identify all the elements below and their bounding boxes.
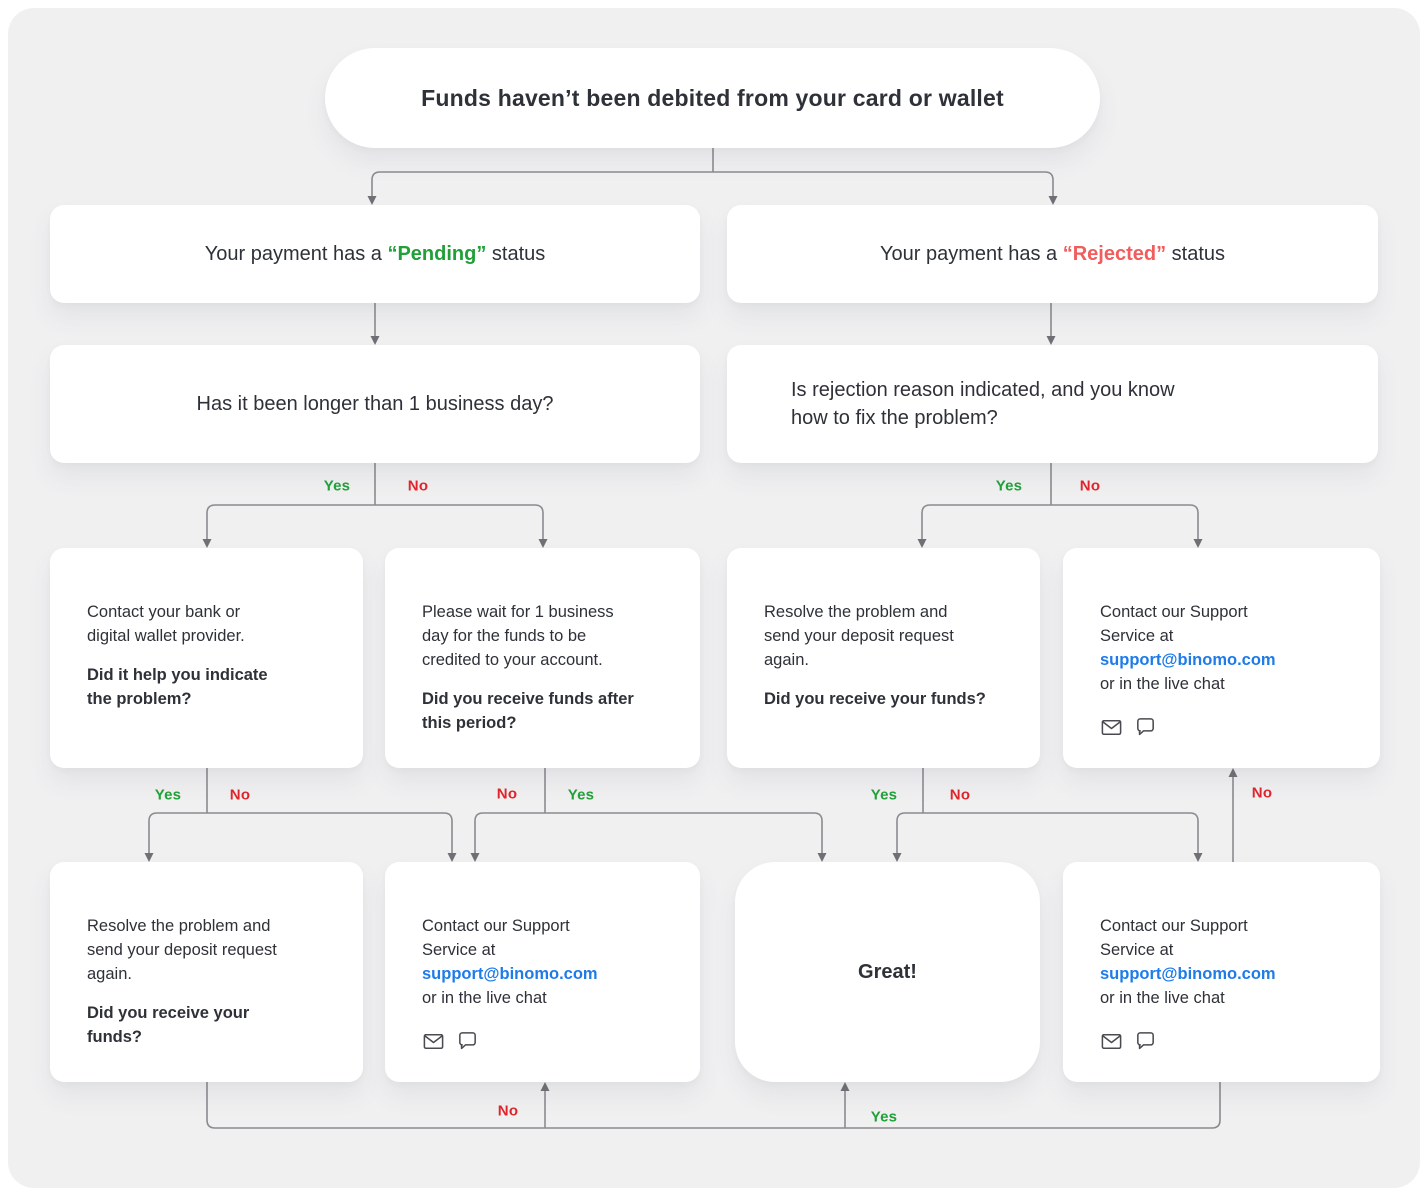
pending-prefix: Your payment has a xyxy=(204,242,388,265)
resolve-bottom-question: Did you receive your funds? xyxy=(87,1004,250,1046)
chat-bubble-icon xyxy=(459,1032,476,1050)
support-email-link[interactable]: support@binomo.com xyxy=(1100,965,1276,983)
edge-label-no: No xyxy=(229,786,251,804)
great-text: Great! xyxy=(858,960,917,983)
node-support-top: Contact our Support Service at support@b… xyxy=(1063,548,1380,768)
resolve-body: Resolve the problem and send your deposi… xyxy=(764,603,954,669)
support-line1: Contact our Support xyxy=(422,917,570,935)
title-text: Funds haven’t been debited from your car… xyxy=(421,84,1004,111)
node-resolve-problem: Resolve the problem and send your deposi… xyxy=(727,548,1040,768)
question-rejected-line2: how to fix the problem? xyxy=(791,407,998,429)
edge-label-no: No xyxy=(407,477,429,495)
node-resolve-problem-bottom: Resolve the problem and send your deposi… xyxy=(50,862,363,1082)
contact-bank-question: Did it help you indicate the problem? xyxy=(87,666,268,708)
envelope-icon xyxy=(1101,720,1122,735)
node-contact-bank: Contact your bank or digital wallet prov… xyxy=(50,548,363,768)
question-rejected-line1: Is rejection reason indicated, and you k… xyxy=(791,379,1175,401)
envelope-icon xyxy=(423,1034,444,1049)
pending-suffix: status xyxy=(486,242,546,265)
wait-body: Please wait for 1 business day for the f… xyxy=(422,603,614,669)
support-line3: or in the live chat xyxy=(422,989,547,1007)
rejected-highlight: “Rejected” xyxy=(1062,242,1167,265)
edge-label-no: No xyxy=(949,786,971,804)
pending-highlight: “Pending” xyxy=(387,242,487,265)
edge-label-no: No xyxy=(1079,477,1101,495)
chat-bubble-icon xyxy=(1137,718,1154,736)
support-email-link[interactable]: support@binomo.com xyxy=(1100,651,1276,669)
support-line3: or in the live chat xyxy=(1100,675,1225,693)
support-line1: Contact our Support xyxy=(1100,603,1248,621)
rejected-suffix: status xyxy=(1166,242,1225,265)
support-email-link[interactable]: support@binomo.com xyxy=(422,965,598,983)
question-pending-text: Has it been longer than 1 business day? xyxy=(196,392,554,415)
node-support-bottom-right: Contact our Support Service at support@b… xyxy=(1063,862,1380,1082)
node-title: Funds haven’t been debited from your car… xyxy=(325,48,1100,148)
edge-label-yes: Yes xyxy=(870,786,898,804)
node-wait-one-day: Please wait for 1 business day for the f… xyxy=(385,548,700,768)
contact-bank-body: Contact your bank or digital wallet prov… xyxy=(87,603,245,645)
edge-label-no: No xyxy=(1251,784,1273,802)
support-line2: Service at xyxy=(1100,627,1174,645)
support-line2: Service at xyxy=(1100,941,1174,959)
envelope-icon xyxy=(1101,1034,1122,1049)
resolve-bottom-body: Resolve the problem and send your deposi… xyxy=(87,917,277,983)
edge-label-yes: Yes xyxy=(154,786,182,804)
edge-label-no: No xyxy=(496,785,518,803)
support-line1: Contact our Support xyxy=(1100,917,1248,935)
wait-question: Did you receive funds after this period? xyxy=(422,690,634,732)
edge-label-no: No xyxy=(497,1102,519,1120)
rejected-prefix: Your payment has a xyxy=(879,242,1063,265)
node-question-pending: Has it been longer than 1 business day? xyxy=(50,345,700,463)
support-line3: or in the live chat xyxy=(1100,989,1225,1007)
node-support-bottom-left: Contact our Support Service at support@b… xyxy=(385,862,700,1082)
resolve-question: Did you receive your funds? xyxy=(764,690,986,708)
edge-label-yes: Yes xyxy=(323,477,351,495)
support-line2: Service at xyxy=(422,941,496,959)
node-question-rejected: Is rejection reason indicated, and you k… xyxy=(727,345,1378,463)
chat-bubble-icon xyxy=(1137,1032,1154,1050)
edge-label-yes: Yes xyxy=(567,786,595,804)
node-great: Great! xyxy=(735,862,1040,1082)
edge-label-yes: Yes xyxy=(870,1108,898,1126)
node-status-rejected: Your payment has a “Rejected” status xyxy=(727,205,1378,303)
edge-label-yes: Yes xyxy=(995,477,1023,495)
node-status-pending: Your payment has a “Pending” status xyxy=(50,205,700,303)
